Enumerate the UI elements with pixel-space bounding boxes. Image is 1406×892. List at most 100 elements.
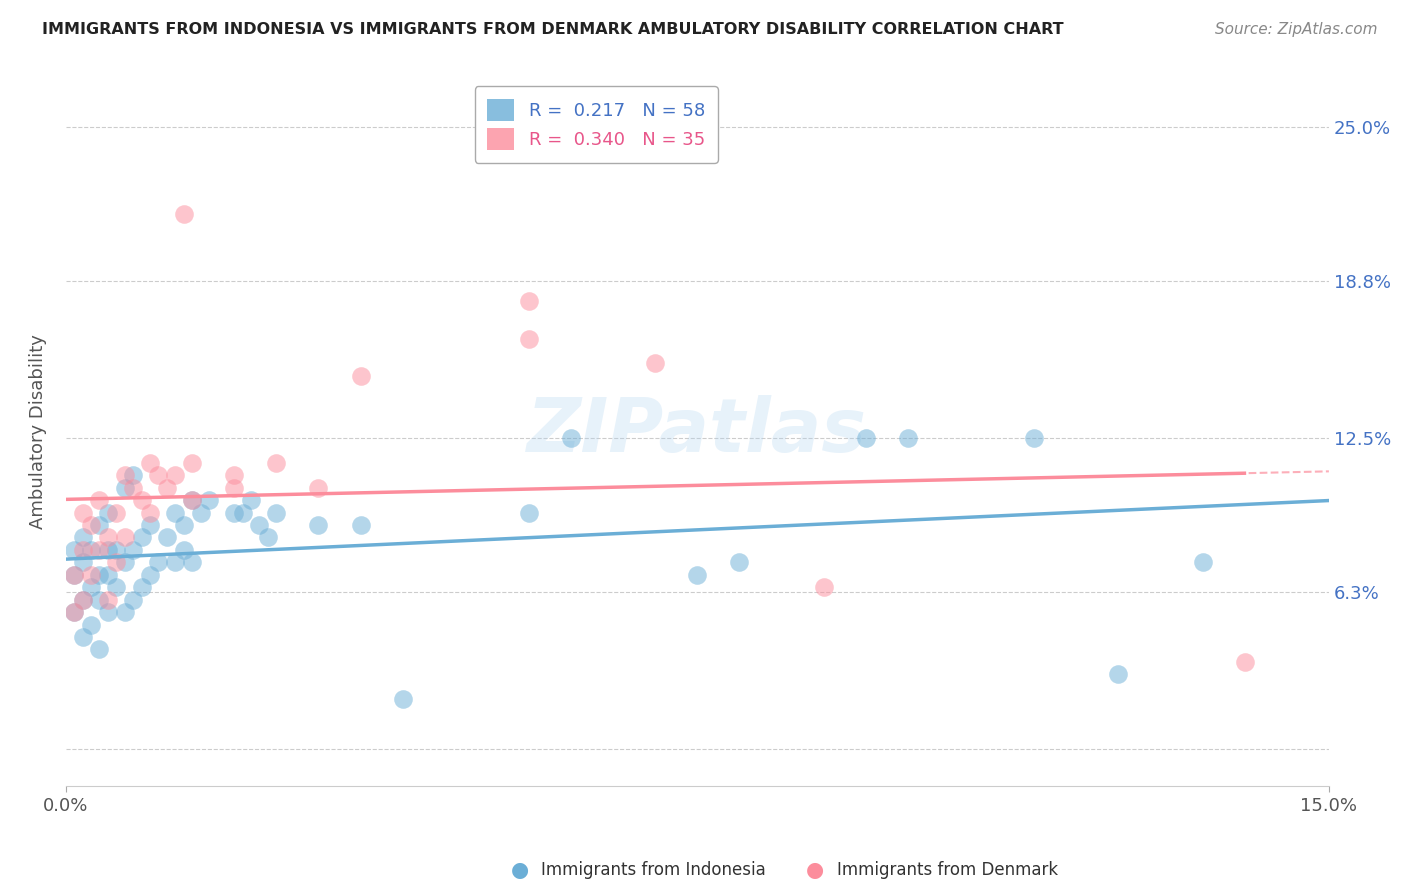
Point	[80, 617, 103, 632]
Point	[224, 468, 246, 483]
Point	[897, 431, 920, 445]
Point	[165, 506, 187, 520]
Text: Immigrants from Indonesia: Immigrants from Indonesia	[541, 861, 766, 879]
Point	[813, 580, 835, 594]
Point	[349, 518, 371, 533]
Point	[105, 555, 128, 569]
Point	[97, 506, 120, 520]
Text: Source: ZipAtlas.com: Source: ZipAtlas.com	[1215, 22, 1378, 37]
Point	[114, 531, 136, 545]
Point	[131, 580, 153, 594]
Point	[1107, 667, 1129, 681]
Point	[89, 542, 111, 557]
Point	[105, 542, 128, 557]
Point	[72, 630, 94, 644]
Point	[122, 481, 145, 495]
Point	[1191, 555, 1213, 569]
Point	[72, 542, 94, 557]
Point	[257, 531, 280, 545]
Point	[181, 493, 204, 508]
Point	[105, 506, 128, 520]
Point	[391, 692, 413, 706]
Point	[63, 605, 86, 619]
Point	[80, 518, 103, 533]
Point	[240, 493, 263, 508]
Point	[114, 605, 136, 619]
Point	[97, 567, 120, 582]
Point	[72, 592, 94, 607]
Point	[72, 592, 94, 607]
Point	[165, 555, 187, 569]
Text: ●: ●	[807, 860, 824, 880]
Point	[181, 456, 204, 470]
Point	[139, 567, 162, 582]
Point	[266, 506, 288, 520]
Point	[63, 567, 86, 582]
Point	[1024, 431, 1046, 445]
Point	[266, 456, 288, 470]
Point	[114, 468, 136, 483]
Point	[105, 580, 128, 594]
Point	[517, 294, 540, 309]
Point	[232, 506, 254, 520]
Point	[97, 531, 120, 545]
Point	[114, 555, 136, 569]
Point	[89, 567, 111, 582]
Point	[148, 555, 170, 569]
Point	[173, 542, 195, 557]
Point	[349, 368, 371, 383]
Point	[181, 493, 204, 508]
Legend: R =  0.217   N = 58, R =  0.340   N = 35: R = 0.217 N = 58, R = 0.340 N = 35	[475, 87, 718, 163]
Point	[139, 456, 162, 470]
Point	[80, 580, 103, 594]
Point	[131, 493, 153, 508]
Point	[122, 542, 145, 557]
Point	[97, 542, 120, 557]
Point	[181, 555, 204, 569]
Point	[156, 531, 179, 545]
Text: ●: ●	[512, 860, 529, 880]
Point	[63, 605, 86, 619]
Point	[114, 481, 136, 495]
Point	[165, 468, 187, 483]
Point	[307, 518, 329, 533]
Point	[72, 506, 94, 520]
Point	[80, 567, 103, 582]
Point	[307, 481, 329, 495]
Text: Immigrants from Denmark: Immigrants from Denmark	[837, 861, 1057, 879]
Point	[122, 592, 145, 607]
Point	[89, 493, 111, 508]
Point	[122, 468, 145, 483]
Point	[139, 518, 162, 533]
Point	[224, 481, 246, 495]
Point	[173, 518, 195, 533]
Point	[156, 481, 179, 495]
Point	[686, 567, 709, 582]
Point	[148, 468, 170, 483]
Point	[224, 506, 246, 520]
Point	[1233, 655, 1256, 669]
Text: IMMIGRANTS FROM INDONESIA VS IMMIGRANTS FROM DENMARK AMBULATORY DISABILITY CORRE: IMMIGRANTS FROM INDONESIA VS IMMIGRANTS …	[42, 22, 1064, 37]
Point	[63, 567, 86, 582]
Text: ZIPatlas: ZIPatlas	[527, 395, 868, 468]
Point	[89, 518, 111, 533]
Point	[560, 431, 582, 445]
Point	[198, 493, 221, 508]
Point	[517, 506, 540, 520]
Point	[97, 592, 120, 607]
Point	[644, 356, 666, 370]
Point	[89, 592, 111, 607]
Point	[173, 207, 195, 221]
Point	[728, 555, 751, 569]
Point	[190, 506, 212, 520]
Point	[249, 518, 271, 533]
Point	[63, 542, 86, 557]
Point	[97, 605, 120, 619]
Point	[72, 555, 94, 569]
Y-axis label: Ambulatory Disability: Ambulatory Disability	[30, 334, 46, 529]
Point	[80, 542, 103, 557]
Point	[131, 531, 153, 545]
Point	[139, 506, 162, 520]
Point	[517, 332, 540, 346]
Point	[855, 431, 877, 445]
